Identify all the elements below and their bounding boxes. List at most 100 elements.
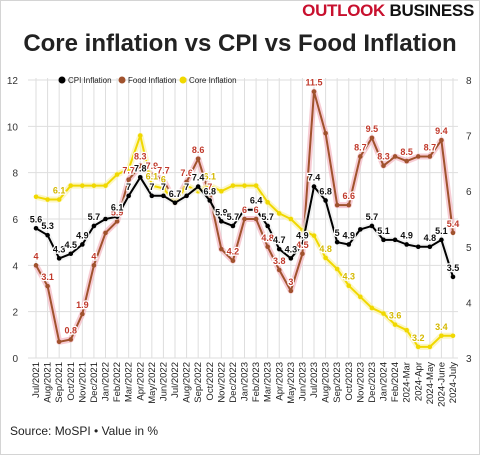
y-left-tick-label: 12 <box>7 76 19 87</box>
x-tick-label: Aug/2021 <box>43 362 54 403</box>
cpi-point <box>300 242 305 247</box>
food-data-label: 11.5 <box>305 78 322 88</box>
core-point <box>184 183 189 188</box>
core-point <box>161 186 166 191</box>
core-point <box>265 200 270 205</box>
x-tick-label: Jun/2022 <box>158 362 169 401</box>
cpi-point <box>334 239 340 245</box>
cpi-point <box>381 237 386 243</box>
cpi-point <box>149 193 155 199</box>
x-tick-label: Jul/2022 <box>170 362 181 398</box>
x-tick-label: Jan/2023 <box>240 362 251 401</box>
cpi-point <box>184 193 189 199</box>
core-data-label: 6.1 <box>53 186 66 196</box>
x-tick-label: Nov/2021 <box>77 362 88 403</box>
core-point <box>253 183 259 188</box>
cpi-data-label: 5.1 <box>435 226 448 236</box>
food-point <box>114 219 120 224</box>
y-left-tick-label: 6 <box>12 215 18 226</box>
cpi-data-label: 5.7 <box>366 212 379 222</box>
legend-label: CPI Inflation <box>68 76 112 85</box>
food-data-label: 3 <box>288 277 293 287</box>
core-point <box>68 183 74 188</box>
y-left-tick-label: 0 <box>12 354 18 365</box>
cpi-point <box>392 237 398 243</box>
cpi-point <box>126 193 131 199</box>
x-tick-label: Nov/2023 <box>355 362 366 403</box>
cpi-point <box>415 244 421 250</box>
cpi-point <box>242 207 247 213</box>
food-point <box>195 156 201 162</box>
cpi-data-label: 5.1 <box>377 226 390 236</box>
x-tick-label: 2024-July <box>448 362 459 403</box>
food-data-label: 0.8 <box>64 325 77 335</box>
cpi-point <box>207 198 213 203</box>
core-point <box>369 305 375 311</box>
core-point <box>33 194 39 200</box>
y-right-tick-label: 6 <box>466 187 472 198</box>
core-point <box>323 255 328 261</box>
food-data-label: 3.8 <box>273 256 286 266</box>
food-data-label: 7.7 <box>122 166 135 176</box>
brand-part-1: OUTLOOK <box>302 1 386 20</box>
core-point <box>439 333 444 339</box>
cpi-data-label: 4.7 <box>273 235 286 245</box>
food-point <box>276 267 282 273</box>
x-tick-label: Jul/2021 <box>31 362 42 398</box>
cpi-point <box>439 237 444 243</box>
cpi-point <box>161 193 166 199</box>
food-data-label: 9.4 <box>435 126 448 136</box>
x-tick-label: Jun/2023 <box>297 362 308 401</box>
chart-title: Core inflation vs CPI vs Food Inflation <box>23 30 457 57</box>
cpi-point <box>427 244 433 250</box>
food-data-label: 7.9 <box>146 161 159 171</box>
cpi-data-label: 5.7 <box>88 212 101 222</box>
cpi-point <box>103 216 108 222</box>
food-point <box>415 154 421 159</box>
core-point <box>80 183 85 188</box>
cpi-point <box>172 200 178 206</box>
food-data-label: 6 <box>254 205 259 215</box>
legend-label: Core Inflation <box>189 76 237 85</box>
food-data-label: 8.5 <box>400 147 413 157</box>
x-tick-label: Feb/2024 <box>390 362 401 402</box>
core-point <box>311 233 317 238</box>
cpi-point <box>404 242 409 247</box>
cpi-point <box>323 198 328 203</box>
x-tick-label: Sep/2021 <box>54 362 65 403</box>
cpi-data-label: 7 <box>149 182 154 192</box>
core-point <box>450 333 456 339</box>
y-right-tick-label: 7 <box>466 132 472 143</box>
food-point <box>68 337 74 342</box>
core-point <box>114 172 120 177</box>
cpi-data-label: 5.6 <box>30 214 43 224</box>
x-tick-label: May/2023 <box>286 362 297 404</box>
cpi-data-label: 4.5 <box>64 240 77 250</box>
legend-marker <box>179 76 187 84</box>
brand-part-2: BUSINESS <box>389 1 474 20</box>
food-point <box>450 230 456 236</box>
core-point <box>230 183 236 188</box>
cpi-data-label: 7.8 <box>134 163 147 173</box>
cpi-point <box>80 242 85 247</box>
cpi-point <box>230 223 236 229</box>
food-data-label: 4.8 <box>261 233 274 243</box>
food-point <box>369 135 375 141</box>
core-point <box>334 266 340 272</box>
cpi-data-label: 6.4 <box>250 196 263 206</box>
core-point <box>219 188 224 194</box>
core-data-label: 4.8 <box>319 244 332 254</box>
cpi-point <box>369 223 375 229</box>
x-tick-label: Sep/2023 <box>332 362 343 403</box>
cpi-data-label: 4.3 <box>53 244 66 254</box>
food-data-label: 4 <box>91 251 96 261</box>
cpi-data-label: 7 <box>184 182 189 192</box>
core-point <box>207 183 213 188</box>
cpi-data-label: 5.7 <box>261 212 274 222</box>
food-point <box>219 246 224 252</box>
cpi-point <box>265 223 270 229</box>
y-left-tick-label: 2 <box>12 308 18 319</box>
core-data-label: 4.3 <box>342 272 355 282</box>
food-point <box>56 339 62 345</box>
legend-label: Food Inflation <box>128 76 176 85</box>
